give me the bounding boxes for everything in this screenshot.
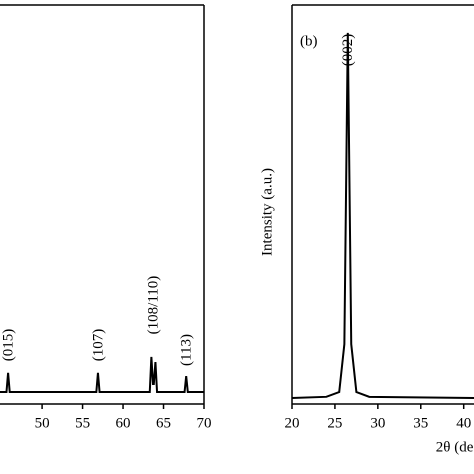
peak-label: (107) xyxy=(90,329,106,362)
x-tick-label: 25 xyxy=(327,415,342,431)
y-axis-label: Intensity (a.u.) xyxy=(259,168,275,256)
peak-label: (002) xyxy=(340,34,356,67)
peak-label: (015) xyxy=(1,329,17,362)
peak-label: (108/110) xyxy=(145,276,161,335)
data-line xyxy=(291,32,474,400)
x-tick-label: 65 xyxy=(156,415,171,431)
x-tick-label: 50 xyxy=(35,415,50,431)
data-line xyxy=(0,356,204,394)
x-tick-label: 20 xyxy=(285,415,300,431)
x-tick-label: 30 xyxy=(370,415,385,431)
x-tick-label: 70 xyxy=(197,415,212,431)
peak-label: (113) xyxy=(179,334,195,366)
x-tick-label: 40 xyxy=(456,415,471,431)
x-tick-label: 35 xyxy=(413,415,428,431)
panel-label: (b) xyxy=(300,33,318,49)
x-axis-label: 2θ (degree) xyxy=(436,439,474,455)
x-tick-label: 60 xyxy=(116,415,131,431)
x-tick-label: 55 xyxy=(75,415,90,431)
